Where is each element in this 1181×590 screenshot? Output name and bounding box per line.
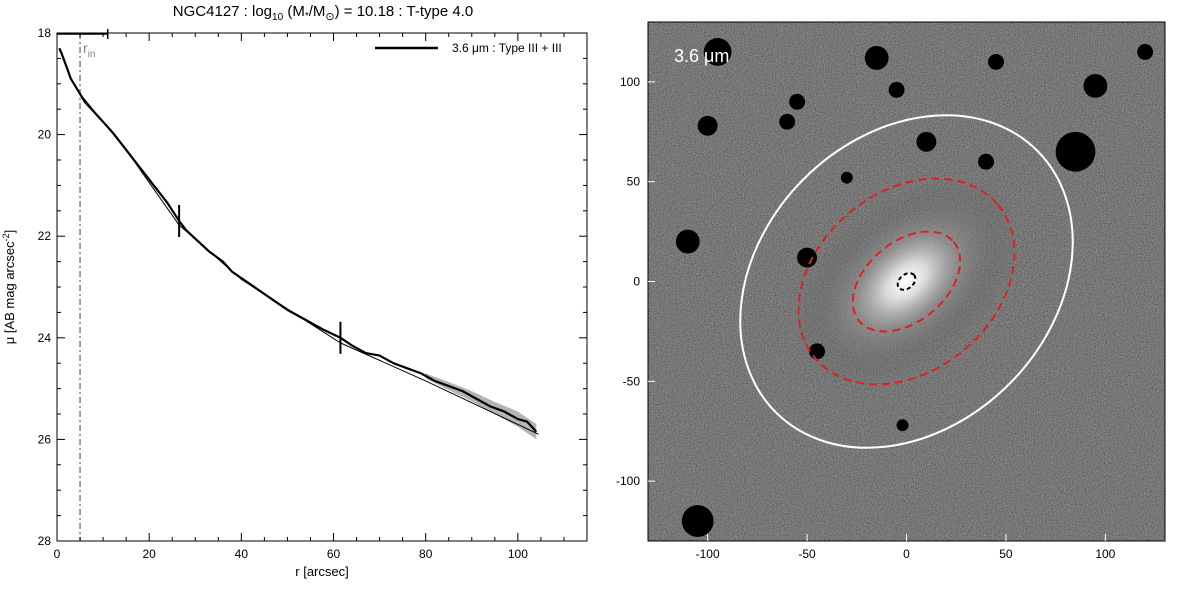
y-tick-label: 24 [38, 331, 52, 345]
ellipse-outer [739, 114, 1074, 449]
masked-sources [675, 38, 1154, 537]
legend: 3.6 μm : Type III + III [375, 41, 562, 55]
mask-blob [864, 46, 889, 70]
x-tick-label: 40 [235, 547, 249, 561]
error-band [425, 373, 537, 440]
profile-line [58, 47, 538, 433]
mask-blob [888, 81, 905, 98]
y-tick-label: 18 [38, 26, 52, 40]
chart-title: NGC4127 : log10 (M*/M⊙) = 10.18 : T-type… [173, 3, 473, 23]
x-tick-label: 80 [419, 547, 433, 561]
plot-frame [56, 32, 588, 542]
mask-blob [809, 343, 825, 360]
x-tick-label: 50 [999, 547, 1013, 561]
mask-blob [988, 53, 1004, 70]
y-tick-label: 26 [38, 432, 52, 446]
rin-label: rin [83, 40, 95, 60]
mask-blob [779, 113, 796, 130]
y-axis-label: μ [AB mag arcsec-2] [1, 230, 17, 345]
y-tick-label: 50 [627, 175, 641, 189]
legend-label: 3.6 μm : Type III + III [452, 41, 562, 55]
galaxy-image-panel: 3.6 μm -100 -50 0 50 100 -100 -50 0 50 100 [616, 21, 1166, 561]
x-tick-label: 100 [1095, 547, 1115, 561]
mask-blob [1055, 131, 1096, 172]
mask-blob [697, 115, 718, 136]
galaxy-light [794, 177, 1019, 386]
mask-blob [916, 131, 937, 152]
y-tick-label: -50 [623, 374, 641, 388]
y-tick-label: 100 [620, 75, 640, 89]
ellipse-break_outer [797, 177, 1016, 386]
x-tick-label: 60 [327, 547, 341, 561]
mask-blob [797, 247, 818, 268]
y-tick-label: -100 [616, 474, 640, 488]
ellipse-break_inner [851, 230, 962, 333]
mask-blob [1083, 73, 1108, 98]
y-tick-label: 20 [38, 128, 52, 142]
y-tick-label: 22 [38, 229, 52, 243]
mask-blob [789, 93, 806, 110]
y-tick-label: 0 [633, 275, 640, 289]
profile-plot: 0 20 40 60 80 100 18 20 22 24 26 28 3.6 μm : Type I… [1, 26, 588, 579]
x-axis-label: r [arcsec] [295, 564, 348, 579]
mask-blob [681, 505, 714, 537]
x-tick-label: 100 [508, 547, 528, 561]
y-tick-label: 28 [38, 534, 52, 548]
x-tick-label: -50 [798, 547, 816, 561]
mask-blob [896, 419, 909, 432]
mask-blob [840, 171, 853, 184]
x-tick-label: 0 [54, 547, 61, 561]
mask-blob [675, 229, 700, 254]
x-tick-label: 0 [903, 547, 910, 561]
mask-blob [978, 153, 994, 170]
ellipse-rin [896, 272, 917, 291]
isophote-ellipses [739, 114, 1074, 449]
x-tick-label: -100 [696, 547, 720, 561]
mask-blob [703, 38, 732, 66]
image-band-label: 3.6 μm [674, 46, 729, 66]
mask-blob [1137, 43, 1154, 60]
x-tick-label: 20 [142, 547, 156, 561]
